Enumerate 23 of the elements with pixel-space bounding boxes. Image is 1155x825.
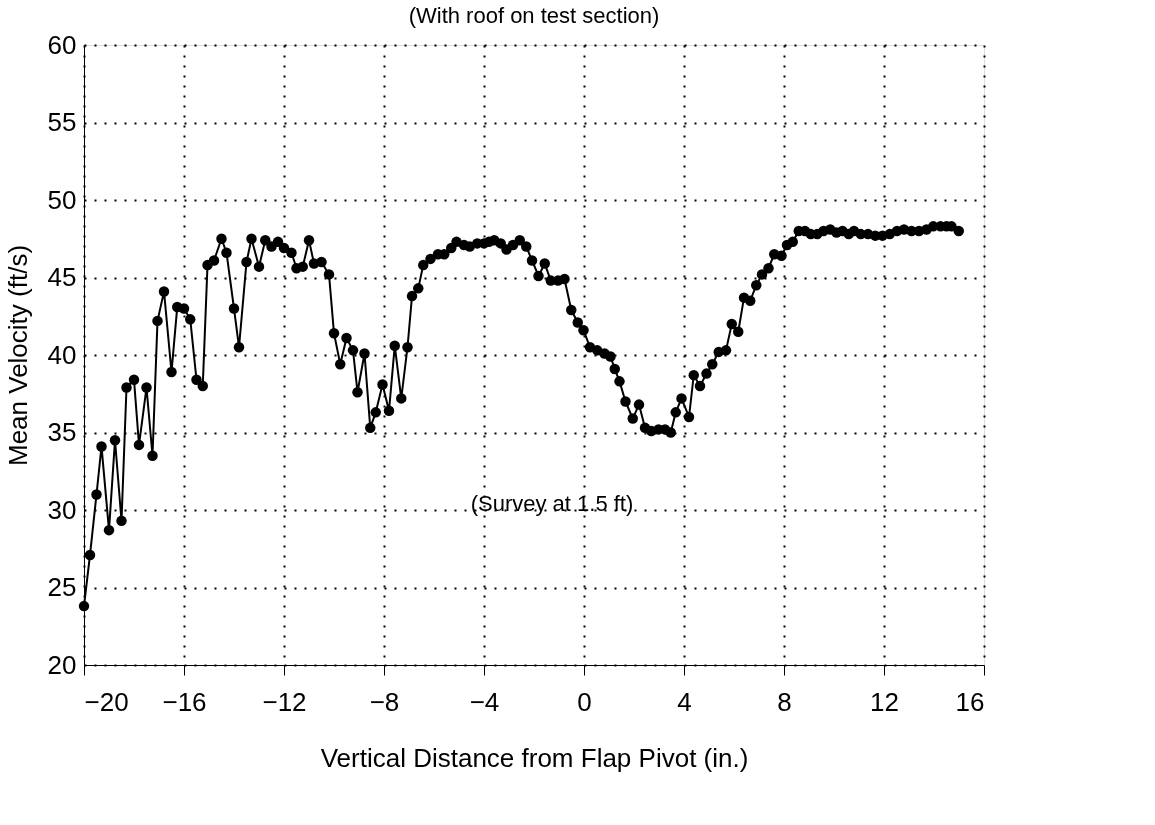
x-axis-title: Vertical Distance from Flap Pivot (in.)	[320, 742, 749, 773]
x-tick-label: −16	[162, 686, 207, 717]
x-tick-label: −20	[84, 686, 129, 717]
x-tick-label: 16	[955, 686, 985, 717]
y-axis-title: Mean Velocity (ft/s)	[2, 244, 33, 467]
y-tick-label: 30	[47, 494, 77, 525]
annotation: (Survey at 1.5 ft)	[470, 490, 634, 516]
y-tick-label: 50	[47, 184, 77, 215]
y-tick-label: 60	[47, 29, 77, 60]
x-tick-label: 12	[870, 686, 899, 717]
x-tick-label: −8	[369, 686, 400, 717]
y-tick-label: 40	[47, 339, 77, 370]
x-tick-label: −12	[262, 686, 307, 717]
y-tick-label: 55	[47, 107, 77, 137]
y-tick-label: 45	[47, 262, 77, 292]
x-tick-label: 0	[577, 686, 592, 717]
x-tick-label: −4	[469, 686, 500, 717]
x-tick-label: 8	[777, 686, 792, 717]
y-tick-label: 35	[47, 417, 77, 447]
y-tick-label: 25	[47, 572, 77, 602]
y-tick-label: 20	[47, 649, 77, 680]
chart-title: (With roof on test section)	[408, 3, 660, 28]
x-tick-label: 4	[677, 686, 692, 717]
